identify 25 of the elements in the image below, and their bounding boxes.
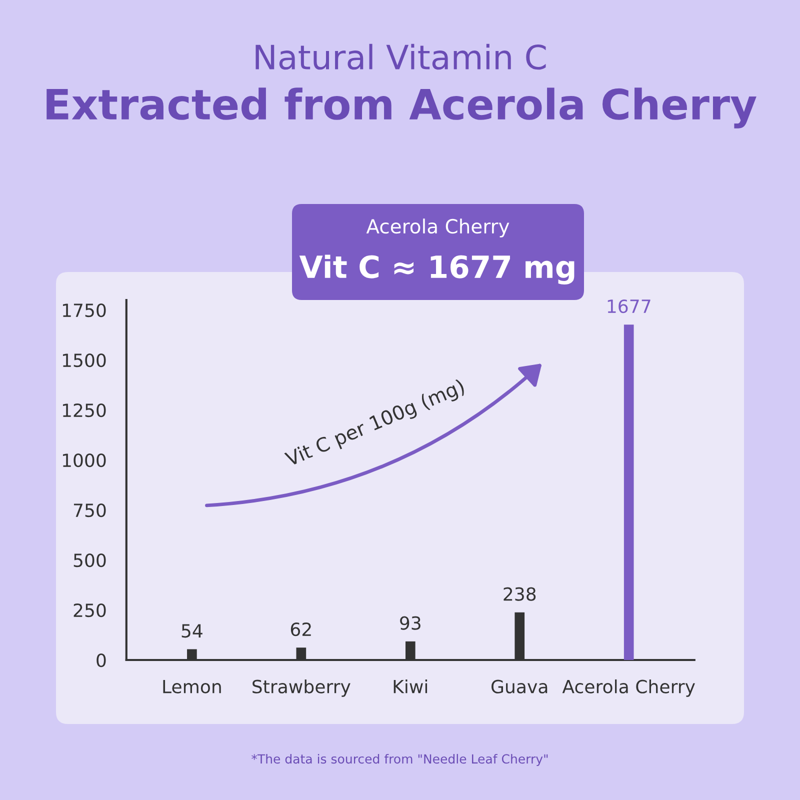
y-tick-label: 1250 (62, 403, 106, 418)
y-tick-label: 250 (74, 603, 106, 618)
data-label: 1677 (608, 299, 650, 314)
text: Acerola Cherry (366, 218, 510, 238)
data-label: 93 (400, 616, 420, 630)
data-label: 238 (504, 587, 536, 601)
y-tick-label: 750 (74, 503, 106, 518)
x-tick-label: Strawberry (252, 679, 350, 697)
text: *The data is sourced from "Needle Leaf Cherry" (252, 754, 548, 766)
chart-title: Natural Vitamin C (256, 44, 546, 70)
bar (624, 324, 634, 660)
x-tick-label: Guava (492, 680, 548, 694)
x-tick-label: Acerola Cherry (562, 679, 695, 697)
y-tick-label: 1000 (62, 453, 106, 468)
data-label: 62 (290, 622, 311, 636)
chart-subtitle: Extracted from Acerola Cherry (46, 88, 756, 128)
x-tick-label: Lemon (163, 680, 221, 694)
x-tick-label: Kiwi (394, 679, 428, 694)
y-tick-label: 1750 (62, 303, 106, 318)
y-tick-label: 0 (96, 653, 106, 668)
y-tick-label: 1500 (62, 353, 106, 368)
data-label: 54 (182, 624, 202, 638)
y-tick-label: 500 (74, 553, 106, 568)
annotation: Vit C per 100g (mg) (284, 378, 467, 470)
text: Vit C ≈ 1677 mg (299, 254, 574, 285)
